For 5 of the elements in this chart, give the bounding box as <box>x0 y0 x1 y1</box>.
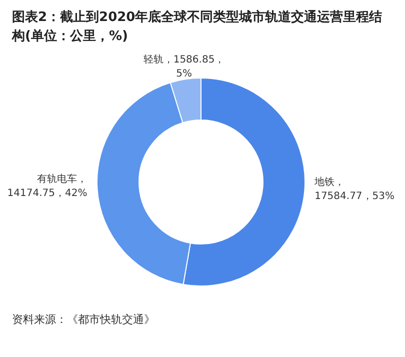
slice-label: 轻轨，1586.85， 5% <box>143 53 225 80</box>
text: 资料来源：《都市快轨交通》 <box>11 312 156 327</box>
slice-label: 地铁， 17584.77，53% <box>314 176 395 202</box>
slice-label: 有轨电车， 14174.75，42% <box>7 173 88 200</box>
chart-title: 图表2：截止到2020年底全球不同类型城市轨道交通运营里程结构(单位：公里，%) <box>10 8 384 46</box>
